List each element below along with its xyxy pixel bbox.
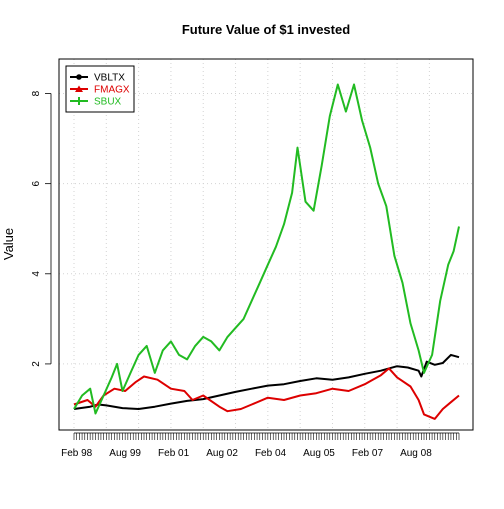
x-tick-label: Aug 02 [206,448,238,459]
x-tick-label: Feb 01 [158,448,190,459]
chart-title: Future Value of $1 invested [182,22,350,37]
plot-frame [58,58,474,431]
y-axis: 2 4 6 8 [31,90,52,367]
legend-marker-sbux [75,97,83,105]
legend-marker-fmagx [75,85,83,92]
series-layer [73,83,460,420]
x-tick-label: Aug 08 [400,448,432,459]
series-line-vbltx [73,353,460,410]
x-tick-label: Feb 07 [352,448,384,459]
legend-marker-vbltx [76,74,82,80]
y-tick-label: 8 [31,90,42,96]
x-tick-label: Aug 05 [303,448,335,459]
x-tick-label: Feb 98 [61,448,93,459]
y-axis-label: Value [1,228,16,260]
legend-label-sbux: SBUX [94,97,122,108]
y-tick-label: 2 [31,361,42,367]
series-line-fmagx [73,367,460,420]
x-tick-label: Feb 04 [255,448,287,459]
x-axis: Feb 98 Aug 99 Feb 01 Aug 02 Feb 04 Aug 05 Feb … [61,432,460,459]
grid [59,59,473,430]
legend-label-vbltx: VBLTX [94,73,125,84]
x-tick-label: Aug 99 [109,448,141,459]
y-tick-label: 6 [31,180,42,186]
series-line-sbux [73,83,460,415]
y-tick-label: 4 [31,271,42,277]
legend-label-fmagx: FMAGX [94,85,130,96]
